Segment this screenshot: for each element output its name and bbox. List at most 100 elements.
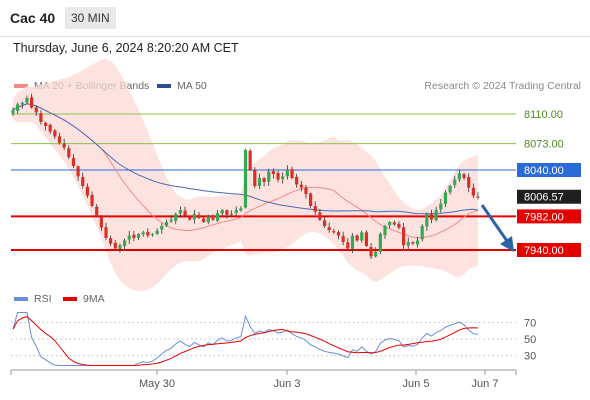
candle-body (62, 143, 66, 148)
legend-rsi-label: RSI (34, 293, 52, 305)
candle-body (415, 240, 420, 245)
candle-body (85, 186, 89, 196)
candle-body (253, 169, 257, 186)
candle-body (392, 222, 396, 225)
candles-group (11, 93, 480, 260)
candle-body (318, 212, 322, 220)
legend-rsi: RSI (14, 293, 52, 305)
candle-body (420, 226, 424, 240)
ma9-swatch (63, 297, 77, 302)
candle-body (109, 238, 113, 244)
candle-body (146, 231, 150, 236)
candle-body (257, 178, 262, 186)
candle-body (239, 208, 243, 211)
datetime-label: Thursday, June 6, 2024 8:20:20 AM CET (13, 41, 239, 55)
forecast-arrow-head (500, 236, 514, 252)
candle-body (290, 169, 294, 178)
candle-body (141, 232, 145, 235)
candle-body (202, 218, 206, 222)
candle-body (378, 234, 382, 252)
candle-body (136, 234, 141, 238)
candle-body (16, 104, 20, 111)
candle-body (285, 170, 289, 177)
candle-body (346, 242, 350, 249)
candle-body (429, 213, 434, 220)
candle-body (295, 176, 299, 185)
candle-body (132, 234, 136, 238)
candle-body (313, 206, 317, 212)
level-label-8040.00: 8040.00 (524, 165, 564, 177)
x-tick-label: Jun 3 (274, 378, 301, 390)
rsi-tick-50: 50 (524, 334, 536, 346)
candle-body (188, 216, 192, 220)
candle-body (104, 227, 108, 238)
candle-body (76, 166, 80, 177)
candle-body (360, 232, 364, 241)
candle-body (304, 187, 308, 194)
candle-body (48, 124, 52, 132)
candle-body (95, 206, 99, 217)
candle-body (174, 214, 178, 221)
candle-body (113, 242, 117, 249)
candle-body (374, 251, 378, 257)
legend-9ma: 9MA (63, 293, 105, 305)
candle-body (20, 102, 24, 105)
candle-body (118, 245, 122, 249)
candle-body (155, 230, 159, 234)
candle-body (434, 210, 438, 221)
candle-body (211, 215, 215, 220)
candle-body (462, 174, 466, 178)
interval-button[interactable]: 30 MIN (65, 7, 116, 29)
candle-body (248, 150, 252, 170)
candle-body (262, 178, 266, 182)
candle-body (457, 173, 461, 180)
candle-body (388, 222, 392, 226)
x-tick-label: May 30 (139, 378, 175, 390)
candle-body (476, 196, 480, 198)
candle-body (299, 184, 303, 188)
candle-body (406, 242, 410, 246)
candle-body (30, 97, 34, 108)
rsi-tick-30: 30 (524, 351, 536, 363)
candle-body (81, 177, 85, 186)
level-label-7940.00: 7940.00 (524, 245, 564, 257)
candle-body (467, 176, 471, 188)
candle-body (425, 214, 429, 227)
candle-body (225, 210, 229, 215)
candle-body (309, 193, 313, 206)
candle-body (322, 220, 327, 226)
candle-body (206, 216, 210, 223)
candle-body (369, 247, 373, 257)
candle-body (123, 240, 127, 247)
level-label-8073.00: 8073.00 (524, 139, 564, 151)
candle-body (216, 213, 220, 221)
level-tag-7940.00 (517, 243, 581, 257)
candle-body (150, 234, 155, 235)
ma50-swatch (157, 84, 171, 89)
level-label-8110.00: 8110.00 (524, 109, 563, 121)
candle-body (197, 214, 201, 218)
ma20-swatch (14, 84, 28, 89)
candle-body (178, 210, 182, 214)
candle-body (336, 232, 341, 236)
x-tick-label: Jun 7 (472, 378, 499, 390)
candle-body (243, 150, 248, 208)
symbol-title: Cac 40 (10, 10, 56, 26)
candle-body (39, 113, 43, 122)
candle-body (332, 231, 336, 233)
candle-body (11, 110, 15, 114)
candle-body (355, 235, 359, 241)
candle-body (327, 227, 331, 230)
candle-body (169, 219, 173, 222)
candle-body (281, 176, 285, 180)
candle-body (350, 235, 355, 249)
candle-body (276, 173, 280, 180)
candle-body (192, 214, 196, 220)
candle-body (71, 158, 76, 166)
candle-body (402, 227, 406, 246)
x-tick-label: Jun 5 (403, 378, 430, 390)
candle-body (341, 236, 345, 242)
credit-label: Research © 2024 Trading Central (424, 80, 581, 92)
last-price-label: 8006.57 (524, 192, 564, 204)
